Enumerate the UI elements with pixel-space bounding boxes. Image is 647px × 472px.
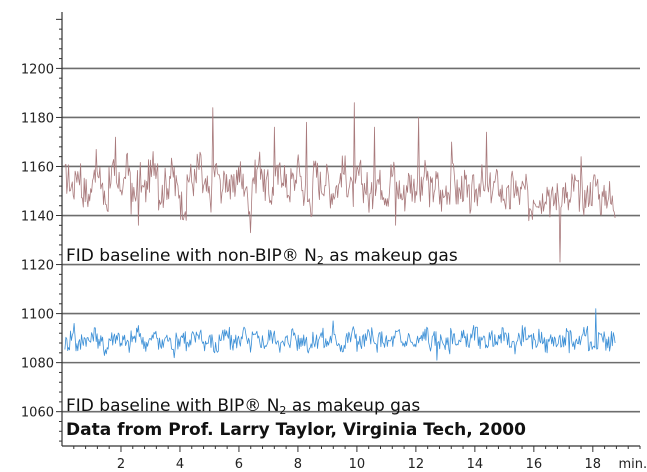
x-tick-label-2: 2: [117, 457, 125, 472]
y-tick-label-1160: 1160: [21, 160, 54, 175]
axes: [56, 12, 641, 452]
y-tick-label-1200: 1200: [21, 62, 54, 77]
series-line-1: [64, 308, 616, 361]
x-tick-label-18: 18: [585, 457, 602, 472]
x-tick-label-6: 6: [235, 457, 243, 472]
y-tick-label-1140: 1140: [21, 210, 54, 225]
y-tick-label-1080: 1080: [21, 357, 54, 372]
series-line-0: [64, 102, 616, 263]
x-tick-label-14: 14: [467, 457, 484, 472]
x-tick-label-8: 8: [294, 457, 302, 472]
series-label-non-bip: FID baseline with non-BIP® N2 as makeup …: [66, 246, 458, 267]
x-unit-label: min.: [618, 457, 647, 472]
x-tick-label-16: 16: [526, 457, 543, 472]
y-tick-label-1100: 1100: [21, 308, 54, 323]
grid-lines: [62, 67, 640, 413]
y-tick-label-1060: 1060: [21, 406, 54, 421]
y-tick-label-1120: 1120: [21, 259, 54, 274]
series-label-bip: FID baseline with BIP® N2 as makeup gas: [66, 396, 421, 417]
series-group: [64, 102, 616, 361]
x-tick-label-10: 10: [349, 457, 366, 472]
x-tick-label-12: 12: [408, 457, 425, 472]
x-tick-label-4: 4: [176, 457, 184, 472]
y-tick-label-1180: 1180: [21, 111, 54, 126]
tick-labels: 1060 1080 1100 1120 1140 1160 1180 1200 2 4 6 8 10 12…: [21, 62, 647, 472]
data-source-credit: Data from Prof. Larry Taylor, Virginia T…: [66, 420, 526, 440]
